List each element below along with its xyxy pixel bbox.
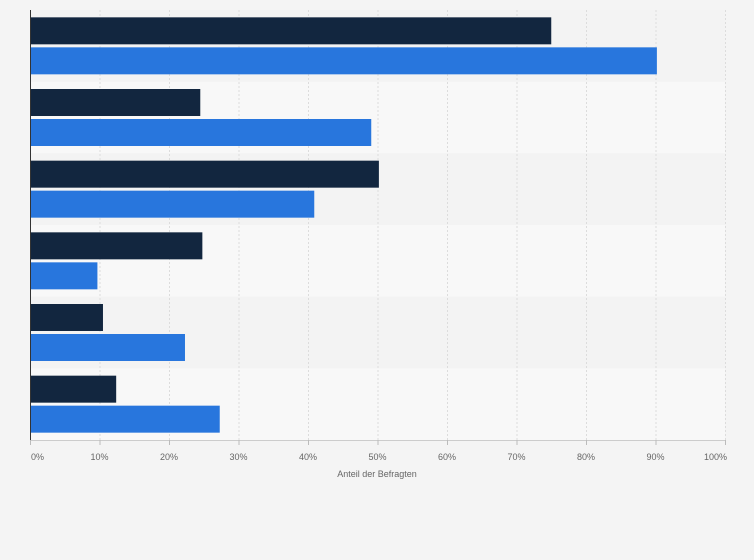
bar-series-2-row-6 [30, 405, 220, 433]
bars [30, 17, 657, 433]
bar-series-1-row-3 [30, 160, 379, 188]
x-tick-label: 30% [229, 452, 247, 462]
bar-series-2-row-3 [30, 190, 315, 218]
x-tick-label: 20% [160, 452, 178, 462]
x-tick-label: 60% [438, 452, 456, 462]
axes [30, 10, 726, 445]
bar-series-1-row-2 [30, 89, 201, 116]
bar-series-2-row-1 [30, 47, 657, 75]
x-tick-label: 70% [507, 452, 525, 462]
x-axis-title: Anteil der Befragten [337, 469, 417, 479]
bar-series-2-row-4 [30, 262, 98, 290]
x-tick-label: 0% [31, 452, 44, 462]
bar-series-1-row-4 [30, 232, 203, 260]
x-tick-labels: 0% 10% 20% 30% 40% 50% 60% 70% 80% 90% 100% [31, 452, 727, 462]
x-tick-label: 50% [368, 452, 386, 462]
x-tick-label: 40% [299, 452, 317, 462]
bar-series-2-row-2 [30, 119, 372, 146]
x-tick-label: 10% [90, 452, 108, 462]
bar-series-1-row-1 [30, 17, 552, 45]
x-tick-label: 80% [577, 452, 595, 462]
bar-series-2-row-5 [30, 334, 185, 361]
bar-series-1-row-5 [30, 304, 103, 331]
x-tick-label: 90% [646, 452, 664, 462]
x-tick-label: 100% [704, 452, 727, 462]
bar-series-1-row-6 [30, 375, 117, 403]
